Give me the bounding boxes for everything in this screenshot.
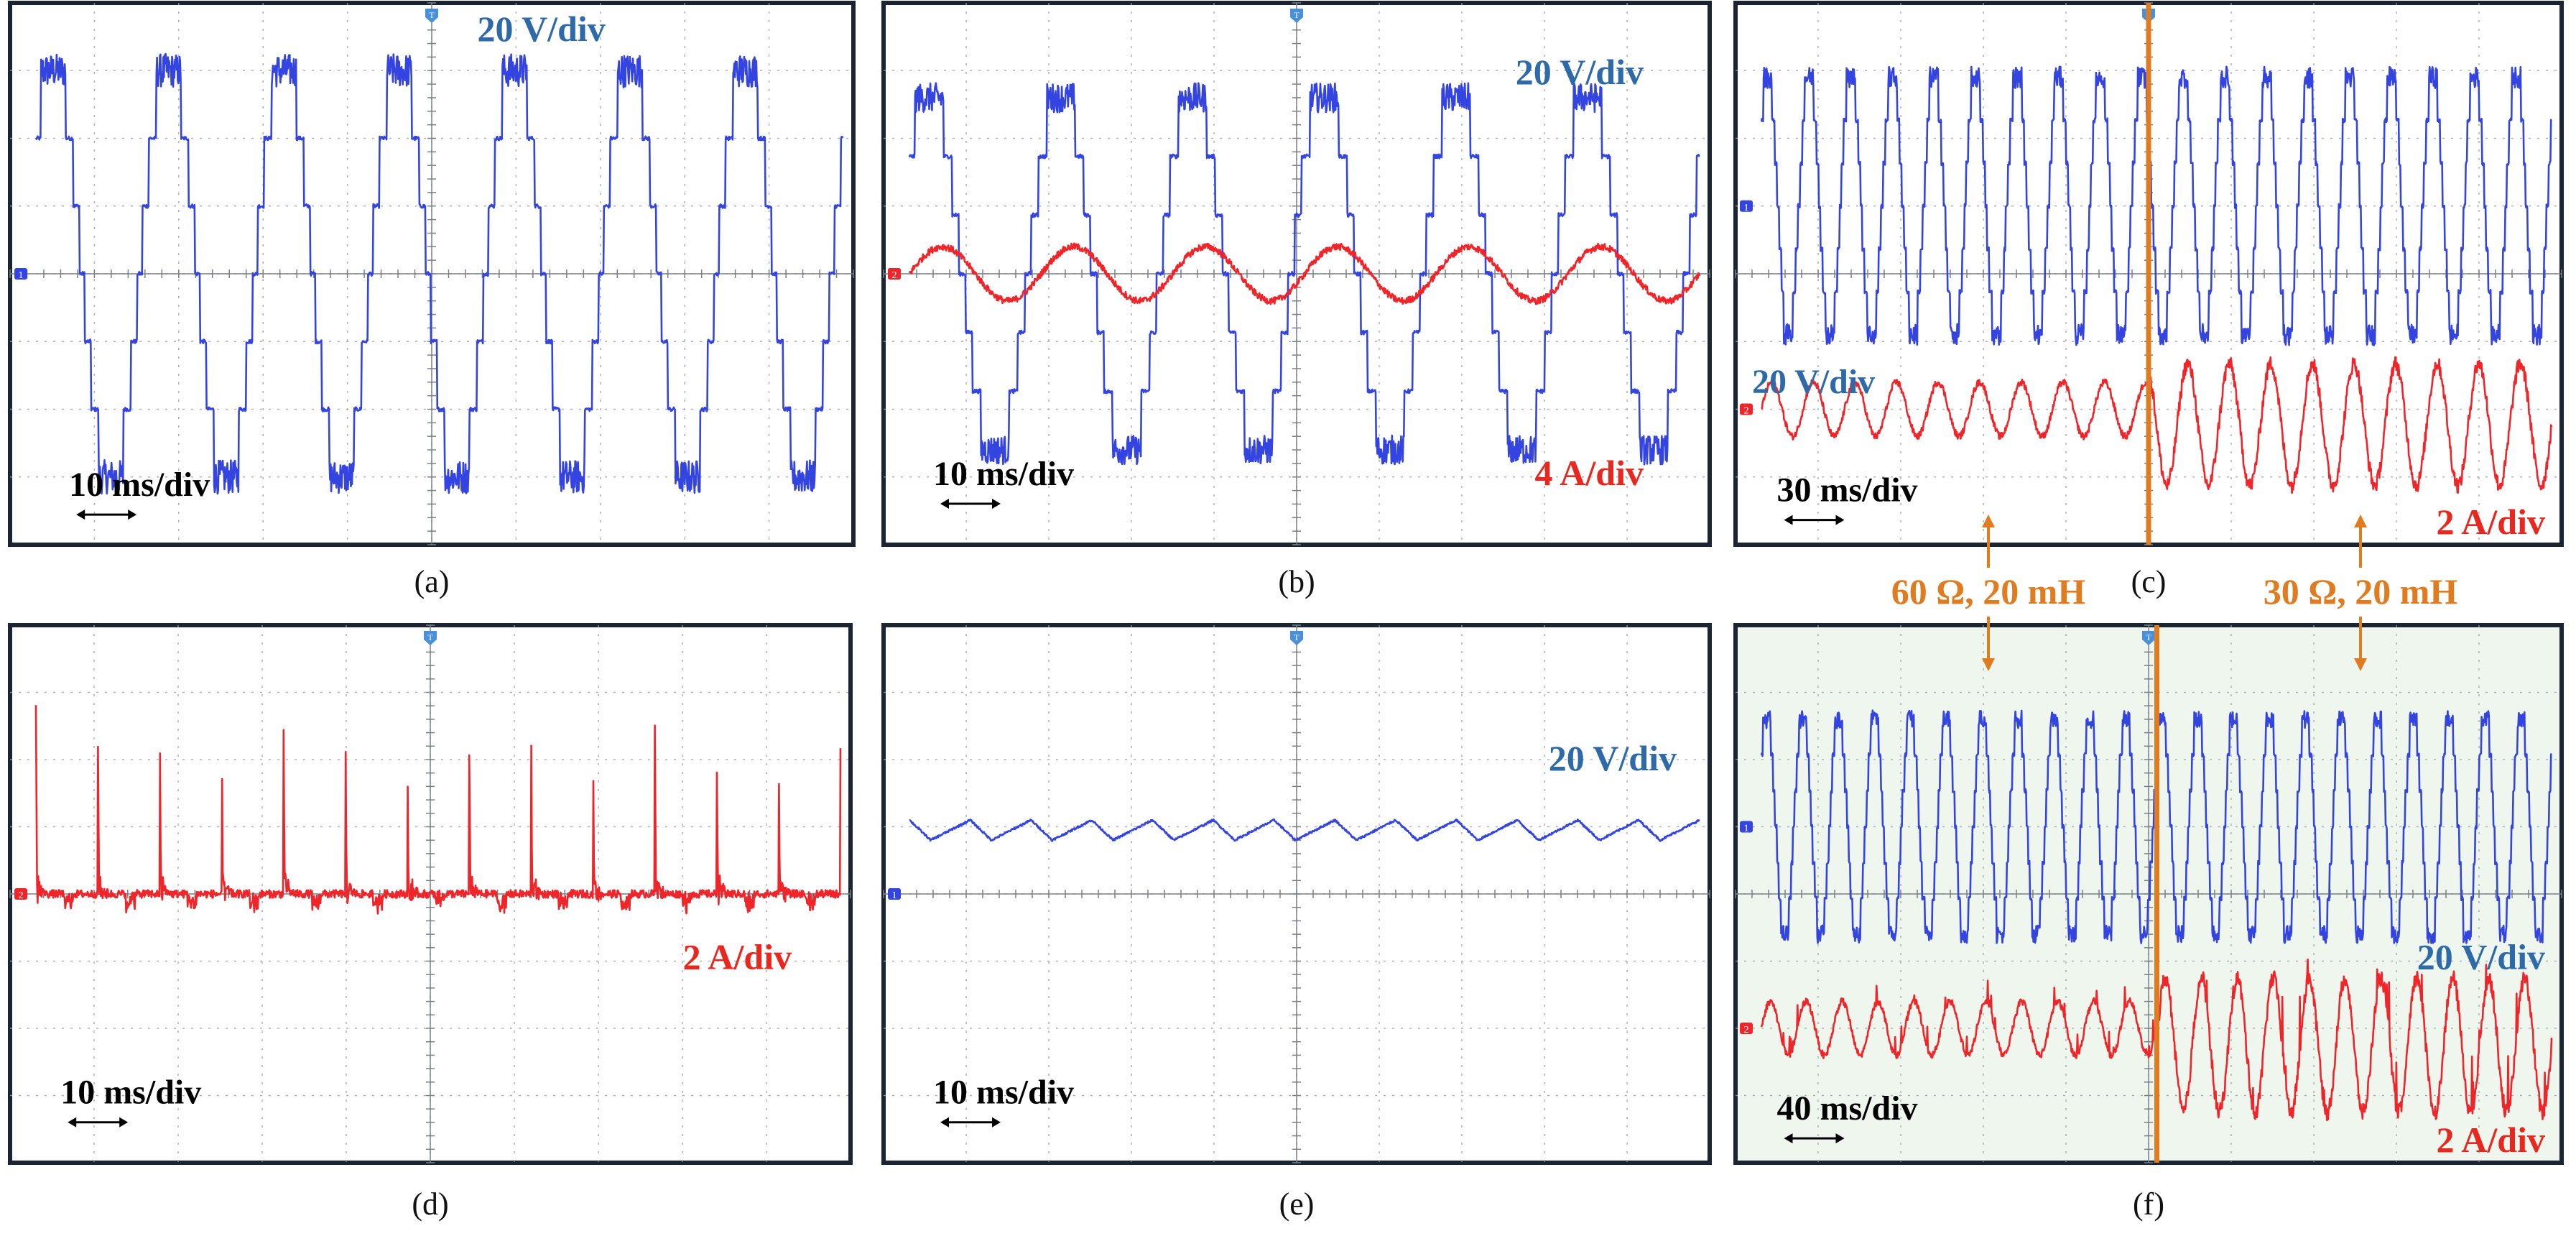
channel-marker: 2 xyxy=(888,268,901,281)
scale-annotation: 10 ms/div xyxy=(933,1074,1074,1112)
channel-marker-label: 1 xyxy=(1744,203,1749,213)
panel-caption: (c) xyxy=(2131,564,2167,599)
trace-voltage xyxy=(908,82,1700,466)
trace-voltage xyxy=(1760,65,2552,346)
channel-marker-label: 1 xyxy=(19,270,24,281)
time-scale-arrow xyxy=(76,509,137,520)
channel-marker-label: 2 xyxy=(19,890,24,901)
channel-marker-label: 2 xyxy=(1744,1025,1749,1036)
channel-marker: 2 xyxy=(14,888,27,901)
trigger-marker-label: T xyxy=(429,10,435,20)
scale-annotation: 40 ms/div xyxy=(1777,1089,1918,1127)
load-change-overlay: 60 Ω, 20 mH 30 Ω, 20 mH xyxy=(1891,515,2458,671)
time-scale-arrow xyxy=(940,1117,1001,1127)
channel-marker-label: 2 xyxy=(892,270,897,281)
trace-voltage xyxy=(34,52,844,495)
panel-caption: (a) xyxy=(414,564,450,599)
trigger-marker-label: T xyxy=(2146,632,2151,642)
trigger-marker-label: T xyxy=(1294,632,1299,642)
trace-current xyxy=(908,242,1701,305)
scale-annotation: 10 ms/div xyxy=(69,466,210,504)
scale-annotation: 2 A/div xyxy=(2437,1120,2545,1160)
scale-annotation: 10 ms/div xyxy=(933,455,1074,493)
channel-marker: 1 xyxy=(1740,821,1753,834)
trigger-marker-label: T xyxy=(1294,10,1299,20)
panel-a: 1 T 20 V/div 10 ms/div (a) xyxy=(8,1,856,599)
panel-caption: (b) xyxy=(1278,564,1315,599)
time-scale-arrow xyxy=(1784,1133,1845,1144)
scale-annotation: 20 V/div xyxy=(1549,738,1677,778)
traces xyxy=(34,52,844,495)
time-scale-arrow xyxy=(1784,515,1845,525)
trace-current xyxy=(1761,356,2553,494)
panel-caption: (d) xyxy=(412,1186,448,1222)
scale-annotation: 20 V/div xyxy=(1752,363,1875,401)
trace-voltage xyxy=(909,818,1700,842)
scale-annotation: 20 V/div xyxy=(2417,937,2545,977)
trigger-marker: T xyxy=(424,631,437,645)
trace-current xyxy=(34,705,842,915)
channel-marker-label: 2 xyxy=(1744,406,1749,417)
load-label-after: 30 Ω, 20 mH xyxy=(2264,571,2458,612)
load-label-before: 60 Ω, 20 mH xyxy=(1891,571,2086,612)
traces xyxy=(908,82,1701,466)
channel-marker: 2 xyxy=(1740,403,1753,417)
channel-marker-label: 1 xyxy=(1744,824,1749,834)
panel-caption: (e) xyxy=(1279,1186,1315,1222)
panel-e: 1 T 20 V/div 10 ms/div (e) xyxy=(881,623,1712,1222)
trigger-marker-label: T xyxy=(427,632,433,642)
channel-marker: 1 xyxy=(1740,200,1753,213)
traces xyxy=(34,705,842,915)
trigger-marker: T xyxy=(1290,631,1303,645)
center-axes xyxy=(883,2,1710,545)
time-scale-arrow xyxy=(940,499,1001,509)
traces xyxy=(1760,65,2553,494)
panel-caption: (f) xyxy=(2133,1186,2164,1222)
scale-annotation: 2 A/div xyxy=(683,937,792,977)
center-axes xyxy=(9,2,854,545)
channel-marker: 1 xyxy=(14,268,27,281)
trigger-marker: T xyxy=(425,9,438,23)
time-scale-arrow xyxy=(68,1117,129,1127)
center-axes xyxy=(1735,624,2562,1163)
channel-marker-label: 1 xyxy=(892,890,897,901)
channel-marker: 1 xyxy=(888,888,901,901)
panel-d: 2 T 2 A/div 10 ms/div (d) xyxy=(8,623,853,1222)
scale-annotation: 20 V/div xyxy=(477,9,605,49)
scale-annotation: 2 A/div xyxy=(2437,502,2545,542)
load-arrow xyxy=(2354,515,2367,671)
channel-marker: 2 xyxy=(1740,1023,1753,1036)
scale-annotation: 10 ms/div xyxy=(60,1074,201,1112)
scale-annotation: 30 ms/div xyxy=(1777,471,1918,509)
trigger-marker: T xyxy=(1290,9,1303,23)
load-arrow xyxy=(1982,515,1995,671)
scale-annotation: 4 A/div xyxy=(1535,453,1644,493)
panels-layer: 1 T 20 V/div 10 ms/div (a) 1 2 T 20 V/div 10 ms/d… xyxy=(8,1,2564,1222)
traces xyxy=(909,818,1700,842)
scale-annotation: 20 V/div xyxy=(1516,52,1644,92)
panel-f: 1 2 T 20 V/div 40 ms/div 2 A/div (f) xyxy=(1733,623,2564,1222)
trigger-marker: T xyxy=(2142,631,2155,645)
